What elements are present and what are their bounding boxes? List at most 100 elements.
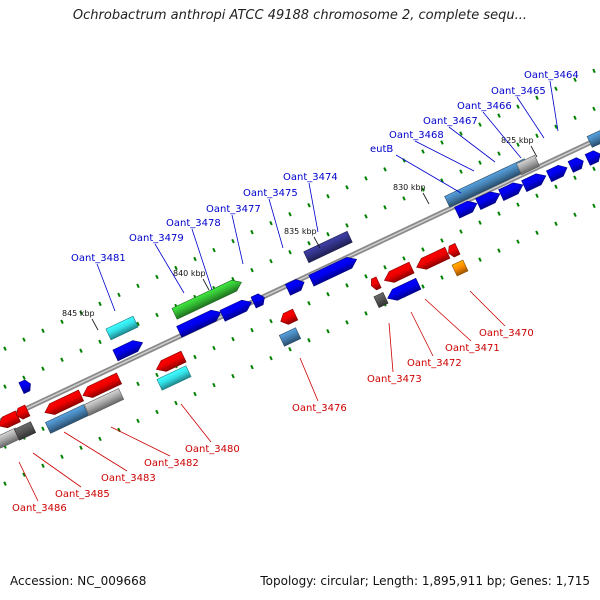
gene-oant-3463-steel[interactable] <box>586 130 600 148</box>
scale-tick-upper <box>41 328 45 333</box>
gene-label-bottom[interactable]: Oant_3476 <box>292 403 347 414</box>
scale-tick-upper-inner <box>288 249 292 255</box>
gene-label-bottom[interactable]: Oant_3471 <box>445 343 500 354</box>
gene-label-top[interactable]: Oant_3481 <box>71 253 126 264</box>
leader-line <box>299 357 319 402</box>
gene-label-top[interactable]: Oant_3465 <box>491 86 546 97</box>
gene-oant-3483[interactable] <box>42 389 85 418</box>
gene-label-top[interactable]: Oant_3477 <box>206 204 261 215</box>
gene-oant-3479[interactable] <box>176 307 224 338</box>
gene-oant-3473-dark[interactable] <box>373 292 389 308</box>
scale-tick-lower <box>193 391 197 397</box>
scale-tick-lower-inner <box>307 301 311 306</box>
gene-oant-3474-navy[interactable] <box>303 230 353 264</box>
gene-oant-3477[interactable] <box>250 292 267 309</box>
gene-oant-3464b[interactable] <box>584 149 600 166</box>
scale-tick-lower-inner <box>554 184 558 189</box>
scale-tick-lower <box>307 338 311 343</box>
gene-label-bottom[interactable]: Oant_3473 <box>367 374 422 385</box>
scale-tick-upper <box>136 283 140 289</box>
leader-line <box>482 111 522 159</box>
gene-oant-3486[interactable] <box>0 410 21 431</box>
gene-oant-3480-cyan[interactable] <box>156 365 192 391</box>
gene-label-bottom[interactable]: Oant_3482 <box>144 458 199 469</box>
gene-oant-3479-green[interactable] <box>171 277 244 320</box>
leader-line <box>469 290 506 327</box>
gene-oant-3483-steel[interactable] <box>45 404 89 434</box>
gene-eutb[interactable] <box>454 198 479 219</box>
gene-label-top[interactable]: Oant_3464 <box>524 70 579 81</box>
scale-tick-upper-inner <box>535 133 539 138</box>
gene-oant-3466[interactable] <box>521 170 549 192</box>
scale-tick-upper-inner <box>136 321 140 327</box>
gene-oant-3472[interactable] <box>414 246 451 272</box>
gene-label-top[interactable]: Oant_3478 <box>166 218 221 229</box>
gene-label-top[interactable]: Oant_3475 <box>243 188 298 199</box>
gene-oant-3470[interactable] <box>451 259 469 277</box>
kbp-label: 825 kbp <box>501 136 534 145</box>
scale-tick-lower <box>136 418 140 424</box>
gene-oant-3474[interactable] <box>308 254 359 287</box>
gene-oant-3476-steel[interactable] <box>278 327 302 347</box>
leader-line <box>410 311 434 357</box>
gene-oant-3478[interactable] <box>219 297 254 322</box>
scale-tick-upper-inner <box>60 357 64 362</box>
gene-oant-3481[interactable] <box>112 337 145 362</box>
gene-oant-3475[interactable] <box>284 277 306 296</box>
leader-line <box>424 298 472 342</box>
gene-label-bottom[interactable]: Oant_3470 <box>479 328 534 339</box>
gene-label-top[interactable]: Oant_3479 <box>129 233 184 244</box>
gene-oant-3465[interactable] <box>545 162 569 183</box>
gene-oant-3485[interactable] <box>14 404 31 421</box>
scale-tick-upper-inner <box>383 205 387 210</box>
scale-tick-upper-inner <box>592 106 596 112</box>
gene-oant-3482-grey[interactable] <box>83 388 125 416</box>
scale-tick-upper <box>478 122 482 127</box>
scale-tick-lower-inner <box>345 283 349 288</box>
gene-label-bottom[interactable]: Oant_3485 <box>55 489 110 500</box>
gene-label-bottom[interactable]: Oant_3486 <box>12 503 67 514</box>
gene-oant-3485-dark[interactable] <box>13 421 37 441</box>
scale-tick-lower-inner <box>250 327 254 333</box>
gene-label-bottom[interactable]: Oant_3483 <box>101 473 156 484</box>
accession-label: Accession: NC_009668 <box>10 574 147 588</box>
gene-label-bottom[interactable]: Oant_3472 <box>407 358 462 369</box>
gene-oant-3481-rna[interactable] <box>105 315 139 341</box>
kbp-tick <box>202 278 210 291</box>
gene-label-top[interactable]: eutB <box>370 144 393 155</box>
gene-oant-3473[interactable] <box>382 261 415 286</box>
gene-label-top[interactable]: Oant_3474 <box>283 172 338 183</box>
gene-oant-3467[interactable] <box>498 179 526 201</box>
page-title: Ochrobactrum anthropi ATCC 49188 chromos… <box>72 8 528 23</box>
gene-label-top[interactable]: Oant_3468 <box>389 130 444 141</box>
gene-oant-3482[interactable] <box>80 372 123 401</box>
scale-tick-lower <box>345 320 349 325</box>
gene-label-top[interactable]: Oant_3467 <box>423 116 478 127</box>
gene-oant-3472-blue[interactable] <box>385 277 422 303</box>
gene-oant-3480[interactable] <box>154 350 187 375</box>
scale-tick-upper <box>535 95 539 100</box>
kbp-label: 835 kbp <box>284 227 317 236</box>
gene-oant-3476[interactable] <box>278 308 299 327</box>
gene-label-bottom[interactable]: Oant_3480 <box>185 444 240 455</box>
gene-oant-3464[interactable] <box>567 156 586 173</box>
scale-tick-lower-inner <box>136 381 140 387</box>
gene-oant-3471[interactable] <box>446 243 461 258</box>
scale-tick-upper <box>60 319 64 324</box>
leader-line <box>154 243 185 294</box>
scale-tick-lower <box>269 355 273 361</box>
gene-oant-3473b[interactable] <box>369 276 382 291</box>
gene-oant-3468[interactable] <box>475 188 503 210</box>
gene-oant-3486-upper[interactable] <box>18 378 33 394</box>
scale-tick-upper <box>79 310 83 316</box>
chromosome-backbone-highlight <box>0 137 600 422</box>
scale-tick-upper-inner <box>307 241 311 246</box>
scale-tick-lower-inner <box>516 202 520 207</box>
scale-tick-lower-inner <box>41 426 45 431</box>
kbp-tick <box>91 318 99 331</box>
scale-tick-lower-inner <box>231 336 235 342</box>
scale-tick-lower <box>364 311 368 316</box>
gene-label-top[interactable]: Oant_3466 <box>457 101 512 112</box>
gene-oant-3466-grey[interactable] <box>515 154 541 176</box>
